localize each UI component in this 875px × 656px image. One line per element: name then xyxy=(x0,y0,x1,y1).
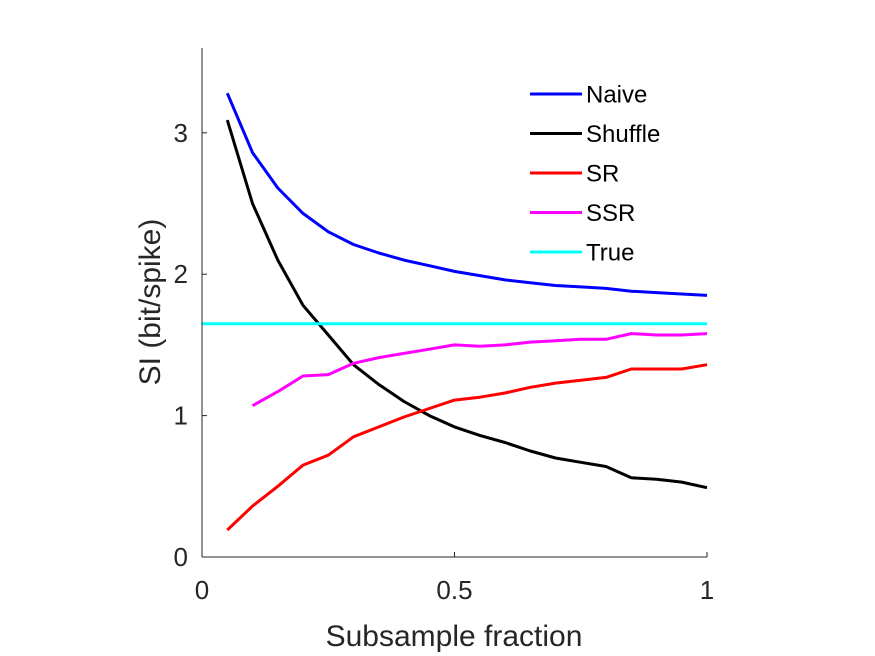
legend: Naive Shuffle SR SSR True xyxy=(530,82,660,267)
x-tick-label: 1 xyxy=(700,575,714,605)
legend-label-naive: Naive xyxy=(586,82,647,109)
series-line-ssr xyxy=(251,332,708,408)
y-tick-label: 3 xyxy=(174,118,188,148)
series-line-shuffle xyxy=(225,119,708,490)
ticks-layer: 0 0.5 1 0 1 2 3 xyxy=(174,118,715,605)
legend-label-sr: SR xyxy=(586,161,619,188)
legend-label-ssr: SSR xyxy=(586,200,635,227)
series-line-naive xyxy=(225,92,708,297)
y-tick-label: 0 xyxy=(174,542,188,572)
x-axis-label: Subsample fraction xyxy=(326,620,583,653)
y-tick-label: 2 xyxy=(174,259,188,289)
series-layer xyxy=(202,92,708,532)
legend-label-shuffle: Shuffle xyxy=(586,121,660,148)
y-axis-label: SI (bit/spike) xyxy=(134,219,167,386)
y-tick-label: 1 xyxy=(174,401,188,431)
x-tick-label: 0.5 xyxy=(436,575,472,605)
legend-label-true: True xyxy=(586,240,634,267)
x-tick-label: 0 xyxy=(195,575,209,605)
series-line-sr xyxy=(226,363,708,532)
